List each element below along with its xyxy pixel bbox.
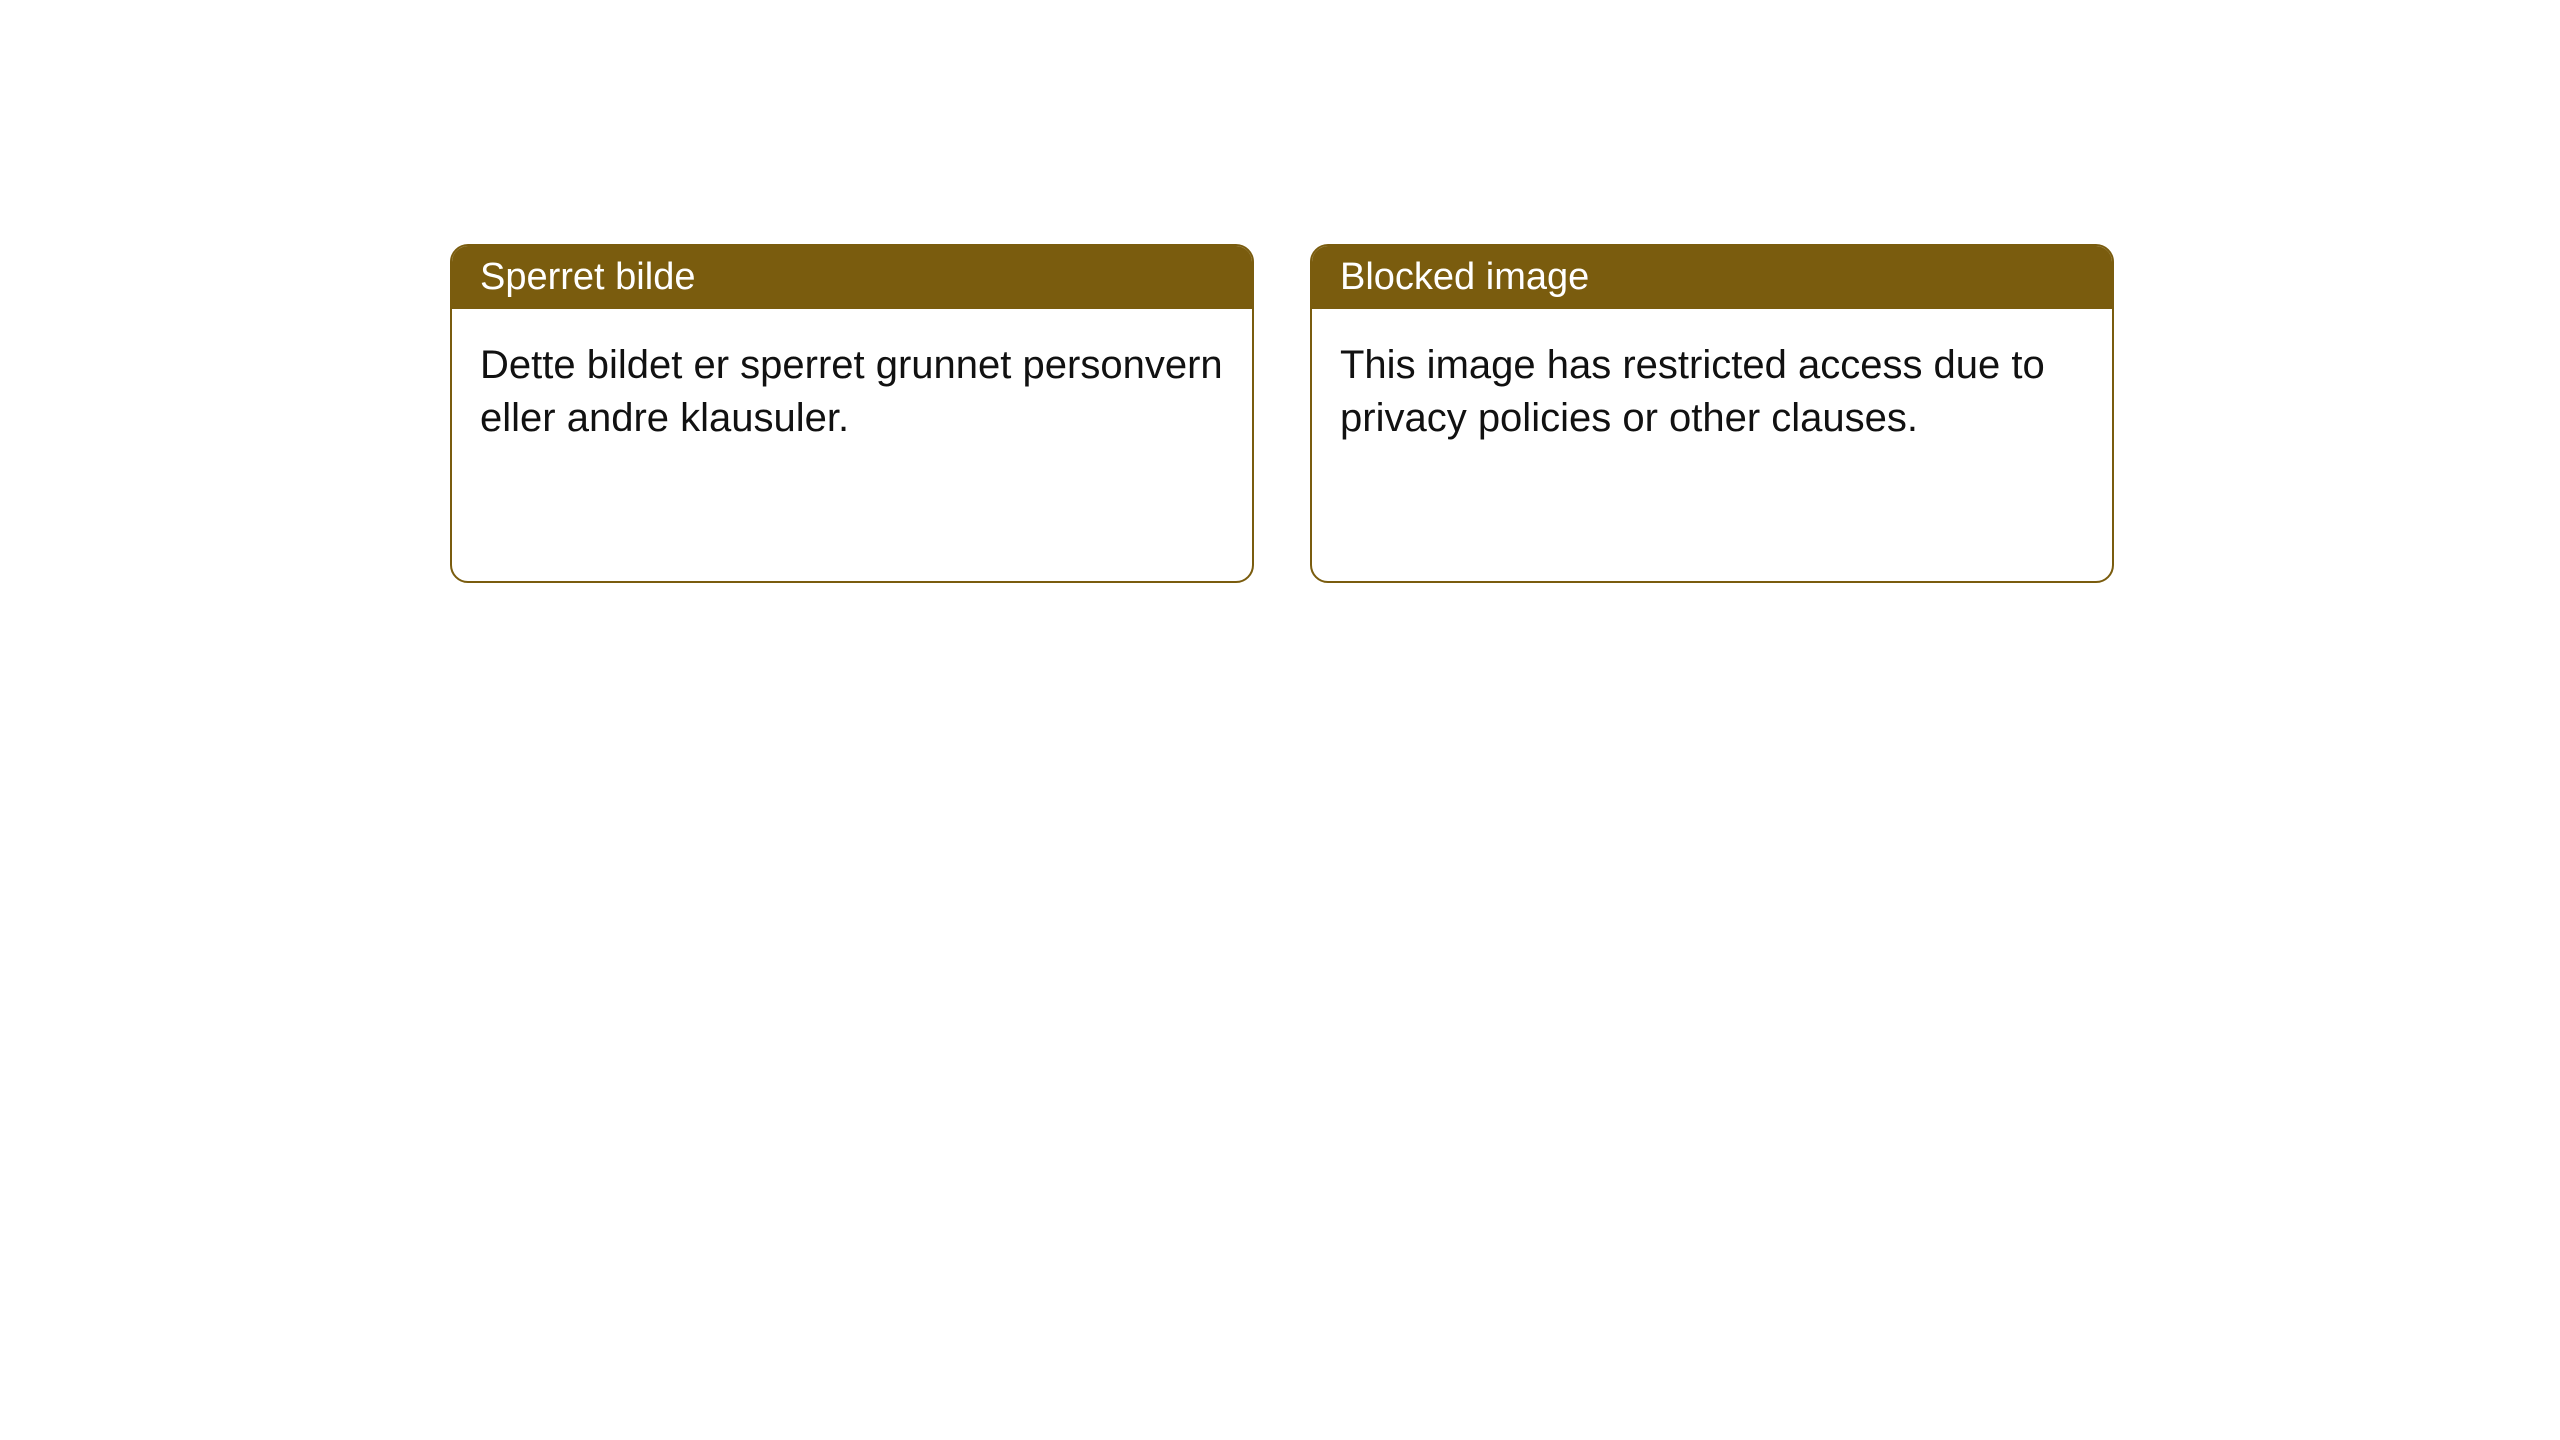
card-body-no: Dette bildet er sperret grunnet personve… [452, 309, 1252, 581]
card-body-en: This image has restricted access due to … [1312, 309, 2112, 581]
notice-container: Sperret bilde Dette bildet er sperret gr… [450, 244, 2114, 583]
card-header-en: Blocked image [1312, 246, 2112, 309]
card-title-no: Sperret bilde [480, 256, 695, 298]
card-title-en: Blocked image [1340, 256, 1589, 298]
card-message-en: This image has restricted access due to … [1340, 343, 2045, 440]
blocked-image-card-en: Blocked image This image has restricted … [1310, 244, 2114, 583]
card-header-no: Sperret bilde [452, 246, 1252, 309]
blocked-image-card-no: Sperret bilde Dette bildet er sperret gr… [450, 244, 1254, 583]
card-message-no: Dette bildet er sperret grunnet personve… [480, 343, 1223, 440]
